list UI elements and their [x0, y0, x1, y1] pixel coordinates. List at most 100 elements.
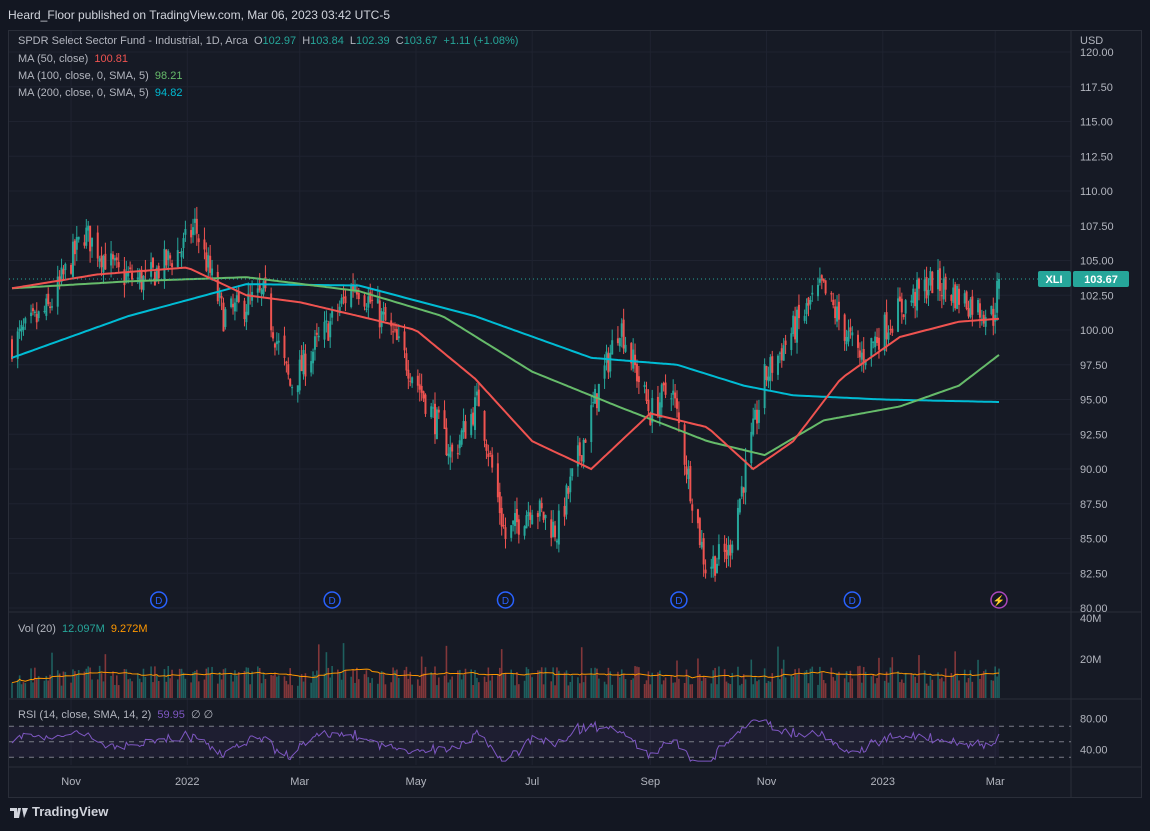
candle	[24, 316, 27, 330]
candle-body	[803, 315, 806, 321]
candle	[193, 208, 196, 236]
candle	[710, 558, 713, 578]
candle-body	[757, 409, 760, 423]
candle-body	[824, 280, 827, 294]
volume-bar	[298, 675, 301, 698]
candle-body	[837, 301, 840, 320]
candle-body	[451, 444, 454, 452]
price-tick-label: 97.50	[1080, 360, 1108, 372]
candle-body	[971, 296, 974, 315]
ma100-legend[interactable]: MA (100, close, 0, SMA, 5) 98.21	[18, 70, 185, 82]
volume-bar	[742, 674, 745, 698]
dividend-icon[interactable]: D	[323, 591, 341, 609]
candle-body	[860, 352, 863, 360]
dividend-icon[interactable]: D	[670, 591, 688, 609]
candle	[33, 309, 36, 317]
candle	[860, 341, 863, 372]
candle	[910, 294, 913, 307]
candle	[965, 290, 968, 311]
candle-body	[590, 405, 593, 443]
candle-body	[632, 349, 635, 369]
dividend-icon[interactable]: D	[843, 591, 862, 609]
candle-body	[607, 353, 610, 373]
volume-bar	[167, 666, 170, 698]
volume-bar	[117, 685, 120, 698]
volume-bar	[357, 679, 360, 698]
earnings-flash-icon[interactable]: ⚡	[990, 591, 1008, 609]
candle-body	[656, 396, 659, 417]
candle	[851, 326, 854, 347]
volume-bar	[460, 679, 463, 698]
tradingview-logo-icon	[10, 807, 28, 818]
candle	[365, 303, 368, 313]
rsi-legend[interactable]: RSI (14, close, SMA, 14, 2) 59.95 ∅ ∅	[18, 708, 216, 721]
candle-body	[43, 310, 46, 312]
volume-bar	[34, 667, 36, 698]
candle-body	[380, 311, 383, 327]
candle-body	[698, 518, 701, 546]
dividend-icon[interactable]: D	[496, 591, 515, 609]
volume-value-2: 9.272M	[110, 623, 148, 635]
volume-bar	[98, 665, 101, 698]
price-tick-label: 110.00	[1080, 186, 1113, 198]
volume-bar	[236, 675, 238, 698]
candle	[230, 296, 233, 309]
volume-bar	[982, 671, 985, 698]
volume-bar	[836, 672, 838, 698]
candle-body	[816, 284, 819, 297]
tradingview-brand[interactable]: TradingView	[10, 804, 108, 819]
candle-body	[727, 545, 730, 556]
candle	[956, 283, 959, 310]
candle-body	[763, 364, 766, 409]
volume-bar	[474, 670, 476, 698]
volume-bar	[245, 667, 248, 698]
candle	[83, 234, 86, 249]
dividend-icon[interactable]: D	[149, 591, 168, 609]
candle	[980, 309, 983, 326]
volume-bar	[712, 670, 714, 698]
candle	[620, 318, 623, 348]
volume-bar	[458, 669, 461, 698]
volume-bar	[24, 683, 27, 698]
volume-legend[interactable]: Vol (20) 12.097M 9.272M	[18, 623, 151, 635]
candle-body	[298, 359, 301, 391]
volume-bar	[178, 668, 181, 698]
volume-bar	[619, 677, 621, 698]
candle	[578, 437, 581, 463]
candle-body	[178, 252, 181, 254]
candle	[834, 299, 837, 325]
candle-body	[340, 297, 343, 304]
candle	[117, 253, 120, 273]
ma200-legend[interactable]: MA (200, close, 0, SMA, 5) 94.82	[18, 87, 185, 99]
candle-body	[923, 279, 926, 292]
candle	[969, 296, 972, 319]
candle	[784, 334, 787, 354]
volume-bar	[47, 680, 50, 698]
candle	[70, 263, 73, 275]
volume-bar	[558, 670, 560, 698]
candle-body	[776, 355, 779, 375]
volume-bar	[150, 666, 152, 698]
volume-bar	[752, 684, 755, 698]
candle	[900, 292, 903, 324]
volume-bar	[523, 680, 526, 698]
volume-bar	[102, 681, 105, 698]
volume-bar	[662, 680, 665, 698]
ma50-legend[interactable]: MA (50, close) 100.81	[18, 53, 131, 65]
candle-body	[369, 292, 372, 303]
candle-body	[916, 279, 919, 311]
candle	[885, 299, 888, 352]
volume-bar	[329, 677, 332, 698]
published-header: Heard_Floor published on TradingView.com…	[8, 8, 390, 22]
candle-body	[857, 334, 859, 348]
volume-bar	[354, 682, 356, 698]
volume-bar	[807, 683, 810, 698]
volume-bar	[232, 681, 234, 698]
candle-body	[603, 365, 606, 379]
candle	[805, 298, 808, 325]
volume-bar	[390, 682, 392, 698]
candle-body	[965, 291, 968, 309]
volume-bar	[984, 669, 987, 698]
volume-bar	[660, 684, 663, 698]
